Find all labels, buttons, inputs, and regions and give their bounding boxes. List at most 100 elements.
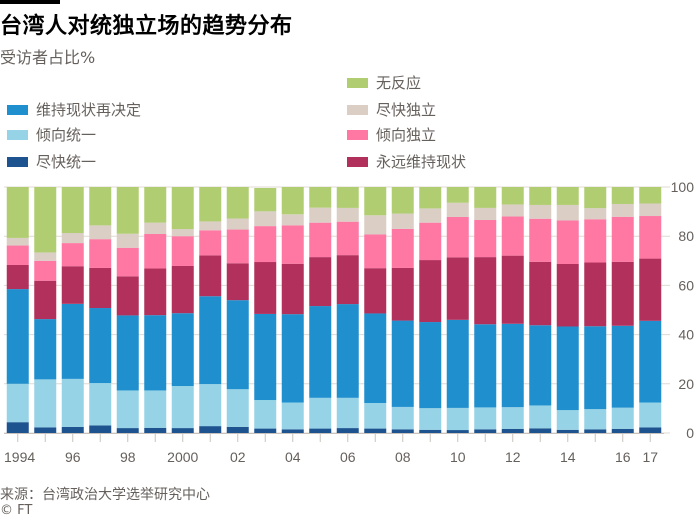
bar-segment [144, 233, 167, 269]
bar-segment [611, 187, 634, 204]
bar-segment [584, 219, 607, 263]
bar-segment [171, 428, 194, 433]
bar-segment [501, 187, 524, 205]
bar-segment [364, 268, 387, 314]
bar-segment [254, 400, 277, 429]
x-tick-label: 2000 [167, 449, 198, 465]
bar-segment [474, 257, 497, 325]
bar-segment [171, 236, 194, 266]
y-tick-label: 40 [678, 327, 694, 343]
y-tick-label: 100 [671, 179, 695, 195]
bar-segment [171, 187, 194, 230]
bar-segment [6, 422, 29, 433]
legend-item-lean-unification: 倾向统一 [7, 124, 96, 145]
bar-segment [61, 426, 84, 433]
bar-segment [391, 267, 414, 321]
bar-segment [446, 202, 469, 218]
bar-stack-2001 [199, 187, 222, 433]
bar-segment [446, 217, 469, 258]
legend-swatch [7, 104, 28, 115]
bar-segment [61, 303, 84, 379]
x-tick-label: 08 [395, 449, 411, 465]
bar-segment [61, 233, 84, 244]
bar-segment [34, 319, 57, 380]
source-note: 来源：台湾政治大学选举研究中心 [0, 487, 210, 503]
bar-segment [6, 289, 29, 384]
x-tick-label: 1994 [4, 449, 35, 465]
x-tick-label: 06 [340, 449, 356, 465]
bar-segment [171, 229, 194, 237]
x-tick-label: 96 [65, 449, 81, 465]
bar-stack-1998 [116, 187, 139, 433]
legend-label: 倾向独立 [376, 126, 437, 144]
bar-segment [144, 390, 167, 428]
bar-segment [529, 405, 552, 429]
bar-segment [474, 187, 497, 208]
legend-label: 倾向统一 [36, 126, 97, 144]
bar-segment [474, 324, 497, 408]
bar-segment [6, 264, 29, 290]
legend-item-status-quo-forever: 永远维持现状 [347, 151, 466, 172]
bar-segment [501, 216, 524, 256]
bar-segment [171, 313, 194, 387]
bar-segment [309, 428, 332, 433]
y-tick-label: 80 [678, 228, 694, 244]
bar-segment [611, 325, 634, 408]
bar-segment [116, 247, 139, 277]
bar-segment [584, 429, 607, 433]
bar-segment [199, 384, 222, 427]
title-accent-bar [0, 0, 60, 4]
bar-stack-2016 [611, 187, 634, 433]
bar-segment [419, 222, 442, 261]
bar-stack-2003 [254, 187, 277, 433]
bar-segment [474, 407, 497, 430]
bar-segment [336, 304, 359, 398]
bar-segment [639, 216, 662, 259]
bar-segment [199, 426, 222, 433]
bar-segment [446, 407, 469, 431]
bar-segment [171, 265, 194, 314]
bar-segment [611, 203, 634, 217]
bar-segment [226, 187, 249, 219]
bar-segment [309, 187, 332, 208]
legend-swatch [347, 77, 368, 88]
legend-swatch [7, 156, 28, 167]
bar-segment [474, 219, 497, 258]
bar-segment [199, 187, 222, 222]
bar-segment [89, 225, 112, 240]
bar-segment [336, 428, 359, 433]
bar-segment [364, 187, 387, 216]
stacked-bar-chart: 0 20 40 60 80 100 1994 96 98 2000 02 04 06 08 10 12 14 16… [4, 179, 695, 465]
bar-segment [364, 402, 387, 429]
bar-segment [556, 263, 579, 327]
bar-segment [446, 430, 469, 433]
bar-segment [639, 203, 662, 217]
bar-segment [281, 402, 304, 430]
bar-segment [419, 429, 442, 433]
bar-segment [529, 187, 552, 205]
legend-swatch [347, 129, 368, 140]
bar-segment [281, 429, 304, 433]
bar-segment [446, 257, 469, 320]
bar-segment [144, 187, 167, 223]
bar-stack-2017 [639, 187, 662, 433]
bar-stack-1999 [144, 187, 167, 433]
bar-segment [556, 410, 579, 430]
legend-label: 无反应 [376, 74, 422, 92]
legend-swatch [347, 156, 368, 167]
bar-segment [474, 207, 497, 220]
x-tick-label: 14 [560, 449, 576, 465]
bar-segment [34, 280, 57, 320]
bar-segment [199, 255, 222, 297]
bar-segment [584, 326, 607, 410]
bar-segment [336, 255, 359, 305]
bar-segment [116, 276, 139, 316]
bar-segment [116, 315, 139, 391]
bar-segment [34, 260, 57, 281]
bar-segment [419, 208, 442, 223]
bar-stack-2009 [419, 187, 442, 433]
bar-segment [171, 386, 194, 429]
bar-stack-1994 [6, 187, 29, 433]
bar-segment [309, 257, 332, 307]
bar-segment [116, 233, 139, 248]
